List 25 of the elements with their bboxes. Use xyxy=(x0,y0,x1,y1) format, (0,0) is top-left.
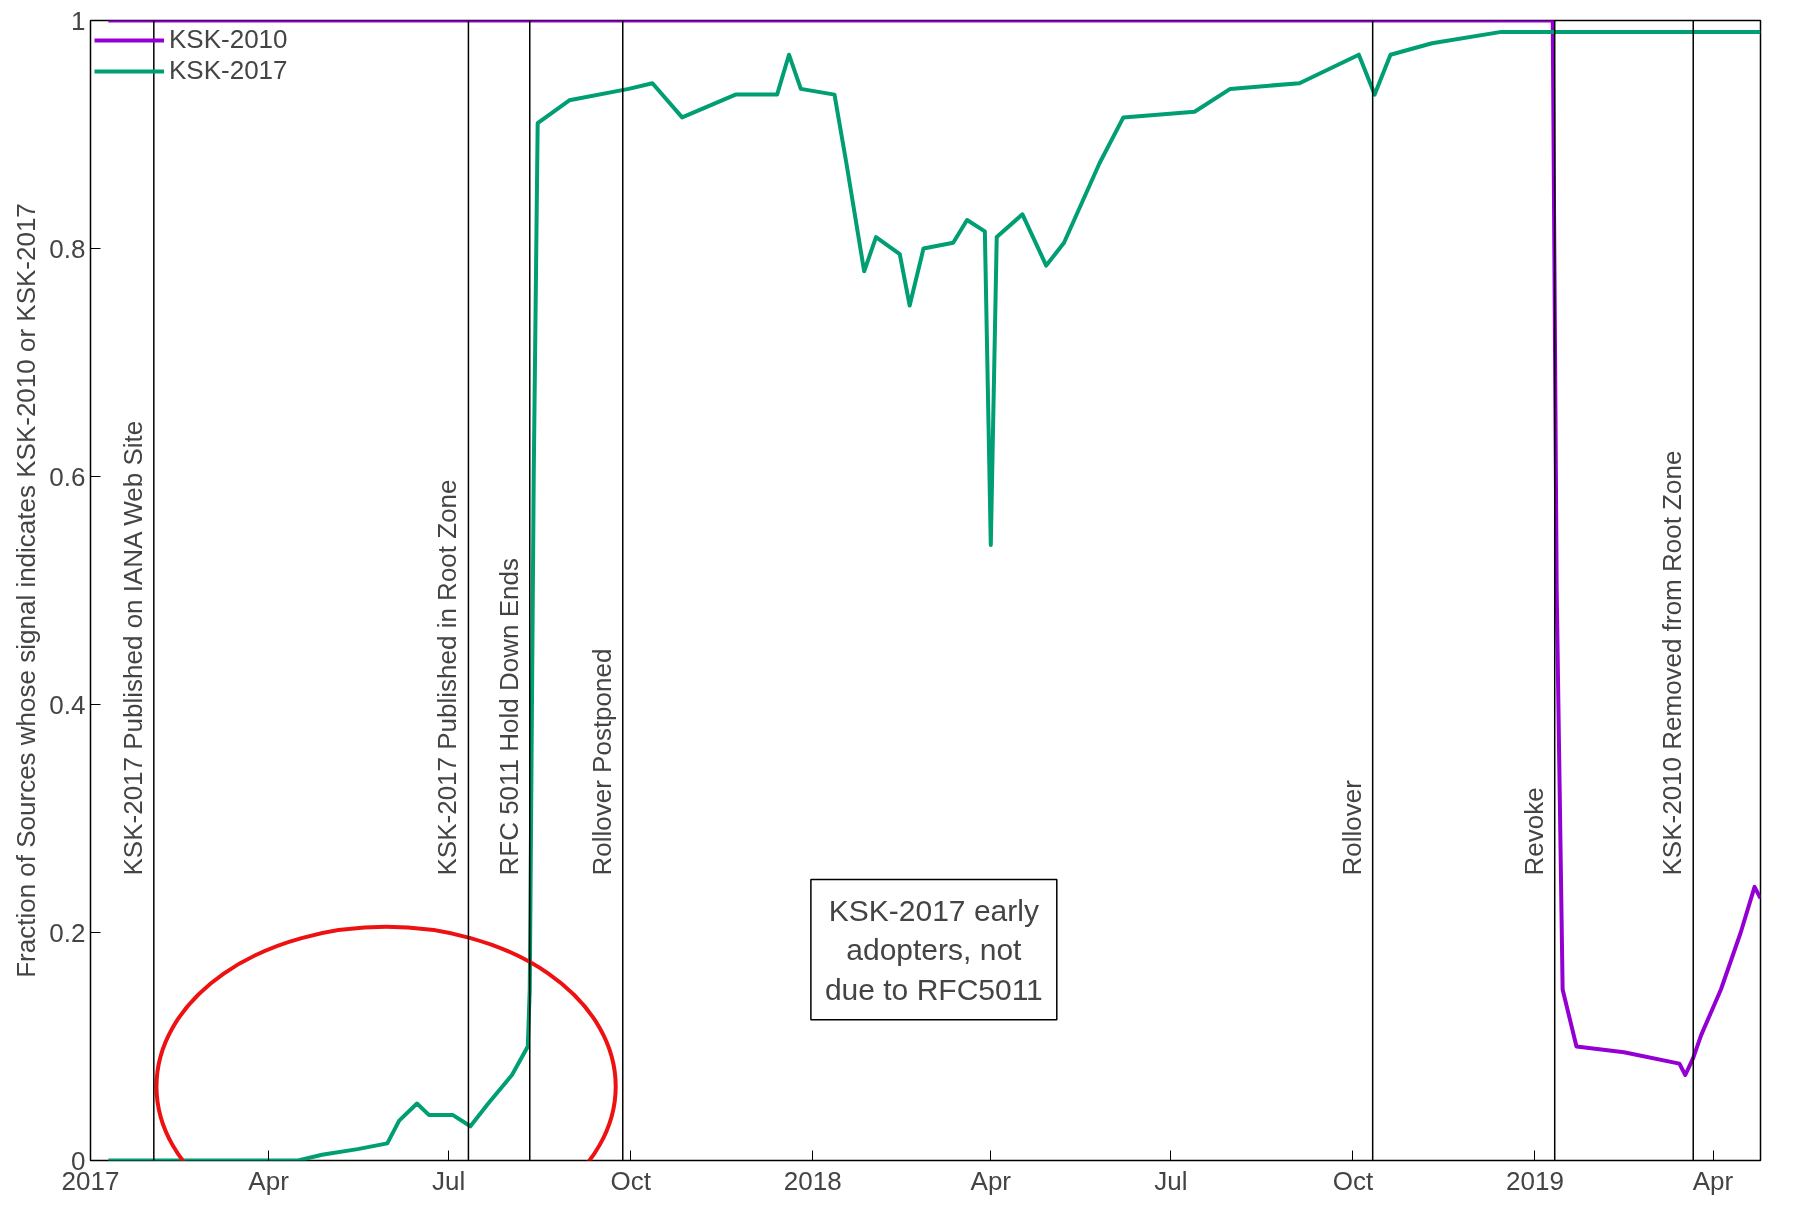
y-tick-label: 0.4 xyxy=(49,689,86,720)
x-tick-label: 2018 xyxy=(783,1165,842,1196)
ref-line-label: KSK-2010 Removed from Root Zone xyxy=(1657,450,1688,876)
x-tick-label: Jul xyxy=(1154,1165,1188,1196)
y-tick-label: 0.2 xyxy=(49,917,86,948)
x-tick-label: Apr xyxy=(970,1165,1012,1196)
y-tick-label: 0.6 xyxy=(49,461,86,492)
ref-line-label: Revoke xyxy=(1518,787,1549,876)
x-tick-label: Apr xyxy=(1692,1165,1734,1196)
annotation: KSK-2017 early adopters, not due to RFC5011 xyxy=(824,893,1043,1006)
x-tick-label: Jul xyxy=(432,1165,466,1196)
x-tick-label: 2019 xyxy=(1506,1165,1564,1196)
y-axis-title: Fraction of Sources whose signal indicates KSK-2010 or KSK-2017 xyxy=(11,203,42,978)
ref-line-label: Rollover Postponed xyxy=(586,648,617,876)
y-tick-label: 1 xyxy=(71,5,86,36)
x-tick-label: Apr xyxy=(248,1165,290,1196)
ref-line-label: KSK-2017 Published on IANA Web Site xyxy=(117,420,148,876)
legend-label: KSK-2017 xyxy=(169,55,288,86)
ref-line-label: RFC 5011 Hold Down Ends xyxy=(493,558,524,876)
ref-line-label: KSK-2017 Published in Root Zone xyxy=(432,479,463,876)
y-tick-label: 0.8 xyxy=(49,233,86,264)
x-tick-label: Oct xyxy=(610,1165,652,1196)
legend-label: KSK-2010 xyxy=(169,24,288,55)
ref-line-label: Rollover xyxy=(1336,779,1367,876)
x-tick-label: Oct xyxy=(1332,1165,1374,1196)
